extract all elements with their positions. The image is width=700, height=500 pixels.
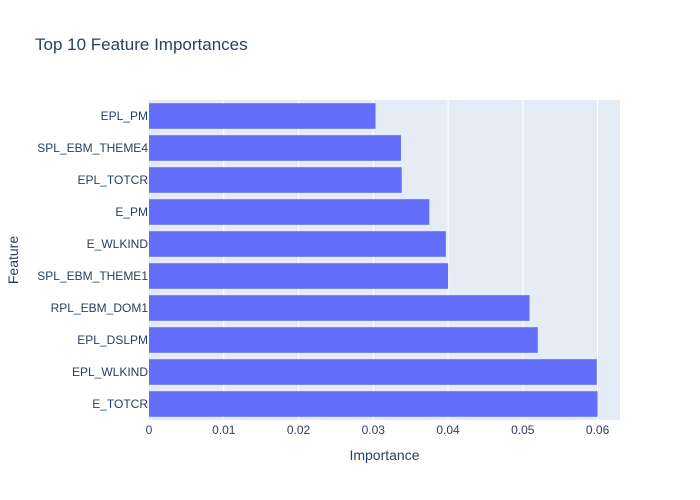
x-tick-label: 0.01 — [212, 423, 236, 437]
x-tick-label: 0.04 — [436, 423, 460, 437]
bar-rpl-ebm-dom1 — [149, 295, 530, 321]
bar-e-wlkind — [149, 231, 446, 257]
y-tick-label: E_TOTCR — [92, 397, 148, 411]
x-axis-title: Importance — [349, 447, 419, 463]
y-tick-label: RPL_EBM_DOM1 — [51, 301, 149, 315]
y-tick-label: E_PM — [115, 205, 148, 219]
bar-epl-wlkind — [149, 359, 597, 385]
x-tick-label: 0.05 — [511, 423, 535, 437]
y-tick-label: EPL_PM — [101, 109, 148, 123]
bar-epl-totcr — [149, 167, 402, 193]
y-tick-label: SPL_EBM_THEME4 — [37, 141, 148, 155]
y-tick-label: EPL_WLKIND — [72, 365, 148, 379]
y-tick-label: SPL_EBM_THEME1 — [37, 269, 148, 283]
chart-title: Top 10 Feature Importances — [35, 35, 248, 54]
bar-epl-pm — [149, 103, 376, 129]
x-tick-label: 0.02 — [287, 423, 311, 437]
y-tick-label: E_WLKIND — [87, 237, 149, 251]
x-tick-label: 0.03 — [362, 423, 386, 437]
x-tick-labels: 0 0.01 0.02 0.03 0.04 0.05 0.06 — [146, 423, 610, 437]
bar-series — [149, 103, 598, 417]
y-tick-labels: EPL_PM SPL_EBM_THEME4 EPL_TOTCR E_PM E_WLKIN… — [37, 109, 148, 411]
bar-spl-ebm-theme1 — [149, 263, 449, 289]
y-tick-label: EPL_TOTCR — [78, 173, 149, 187]
bar-spl-ebm-theme4 — [149, 135, 401, 161]
bar-epl-dslpm — [149, 327, 538, 353]
x-tick-label: 0.06 — [586, 423, 610, 437]
x-tick-label: 0 — [146, 423, 153, 437]
y-axis-title: Feature — [5, 236, 21, 284]
bar-e-pm — [149, 199, 430, 225]
y-tick-label: EPL_DSLPM — [77, 333, 148, 347]
bar-e-totcr — [149, 391, 598, 417]
